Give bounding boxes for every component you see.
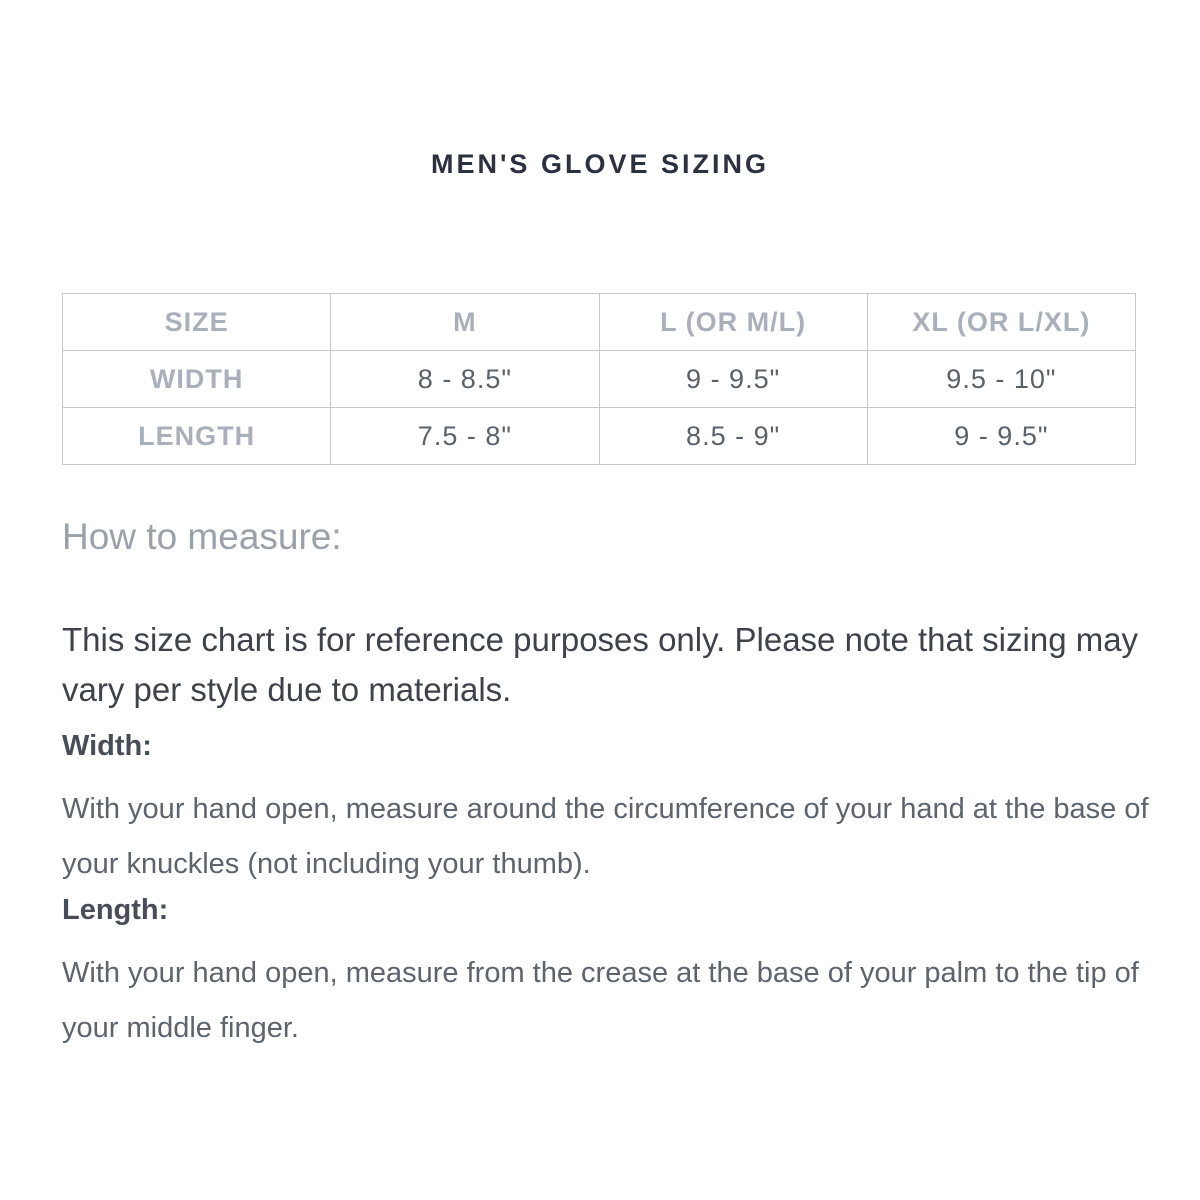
header-cell-xl: XL (OR L/XL) [866, 293, 1137, 351]
header-cell-m: M [330, 293, 600, 351]
row-label-width: WIDTH [61, 350, 332, 408]
header-cell-l: L (OR M/L) [598, 293, 868, 351]
glove-size-table: SIZE M L (OR M/L) XL (OR L/XL) WIDTH 8 -… [61, 293, 1137, 465]
table-row-length: LENGTH 7.5 - 8" 8.5 - 9" 9 - 9.5" [61, 407, 1137, 465]
table-row-width: WIDTH 8 - 8.5" 9 - 9.5" 9.5 - 10" [61, 350, 1137, 408]
length-value-l: 8.5 - 9" [598, 407, 868, 465]
length-section-label: Length: [62, 894, 169, 926]
width-instructions-paragraph: With your hand open, measure around the … [62, 793, 1149, 880]
length-instructions-paragraph: With your hand open, measure from the cr… [62, 957, 1139, 1044]
sizing-note-paragraph: This size chart is for reference purpose… [62, 621, 1139, 708]
row-label-length: LENGTH [61, 407, 332, 465]
width-value-xl: 9.5 - 10" [866, 350, 1137, 408]
header-cell-size: SIZE [61, 293, 332, 351]
width-value-m: 8 - 8.5" [330, 350, 600, 408]
width-section-label: Width: [62, 730, 152, 762]
length-value-xl: 9 - 9.5" [866, 407, 1137, 465]
length-value-m: 7.5 - 8" [330, 407, 600, 465]
table-header-row: SIZE M L (OR M/L) XL (OR L/XL) [61, 293, 1137, 351]
width-value-l: 9 - 9.5" [598, 350, 868, 408]
how-to-measure-heading: How to measure: [62, 516, 342, 557]
page-title: MEN'S GLOVE SIZING [431, 149, 769, 179]
